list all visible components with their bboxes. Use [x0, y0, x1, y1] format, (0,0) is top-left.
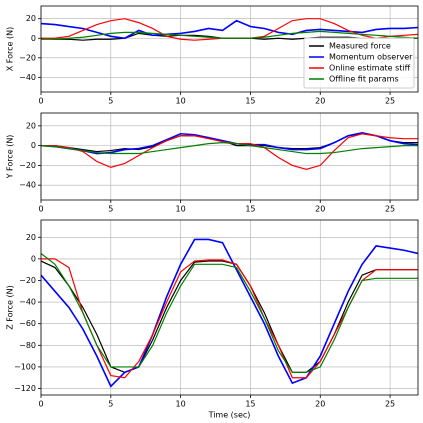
series-line [41, 238, 418, 388]
y-axis-label: X Force (N) [6, 27, 15, 71]
x-tick-label: 20 [315, 400, 325, 409]
x-axis-label: Time (sec) [208, 411, 251, 420]
chart: 20 0 −20 −40 0 5 10 15 20 25 X Force (N) Measured f… [6, 5, 419, 106]
x-tick-label: 20 [315, 97, 325, 106]
legend-label: Offline fit params [329, 75, 399, 84]
legend-label: Momentum observer [329, 53, 413, 62]
y-tick-label: −80 [19, 341, 36, 350]
x-tick-label: 10 [176, 400, 186, 409]
x-tick-label: 20 [315, 205, 325, 214]
y-tick-label: −40 [19, 298, 36, 307]
y-tick-label: −40 [19, 73, 36, 82]
x-tick-label: 0 [38, 205, 43, 214]
y-tick-label: 20 [26, 14, 36, 23]
x-tick-label: 25 [385, 205, 395, 214]
x-tick-label: 25 [385, 400, 395, 409]
x-tick-label: 25 [385, 97, 395, 106]
y-axis-label: Y Force (N) [6, 135, 15, 180]
plot-frame [40, 112, 419, 201]
y-tick-label: −120 [14, 384, 36, 393]
x-tick-label: 15 [245, 97, 255, 106]
series-line [41, 253, 418, 373]
chart: 20 0 −20 −40 0 5 10 15 20 25 Y Force (N) [6, 112, 419, 214]
series-line [41, 260, 418, 373]
x-tick-label: 5 [108, 97, 113, 106]
y-tick-label: 0 [31, 34, 36, 43]
x-tick-label: 15 [245, 400, 255, 409]
y-axis-label: Z Force (N) [6, 285, 15, 329]
x-tick-label: 10 [176, 97, 186, 106]
series-line [41, 142, 418, 155]
legend-label: Online estimate stiff [329, 64, 411, 73]
y-tick-label: −40 [19, 181, 36, 190]
y-tick-label: 0 [31, 141, 36, 150]
x-tick-label: 0 [38, 400, 43, 409]
series-line [41, 30, 418, 40]
y-tick-label: 0 [31, 254, 36, 263]
x-tick-label: 5 [108, 400, 113, 409]
series-line [41, 18, 418, 41]
y-tick-label: −20 [19, 161, 36, 170]
y-tick-label: 20 [26, 121, 36, 130]
plot-frame [40, 219, 419, 396]
y-tick-label: −100 [14, 362, 36, 371]
x-tick-label: 0 [38, 97, 43, 106]
x-tick-label: 15 [245, 205, 255, 214]
y-tick-label: −20 [19, 53, 36, 62]
x-tick-label: 5 [108, 205, 113, 214]
y-tick-label: 20 [26, 233, 36, 242]
y-tick-label: −60 [19, 319, 36, 328]
x-tick-label: 10 [176, 205, 186, 214]
legend-box [303, 37, 415, 89]
plot-frame [40, 5, 419, 93]
legend-label: Measured force [329, 42, 391, 51]
y-tick-label: −20 [19, 276, 36, 285]
